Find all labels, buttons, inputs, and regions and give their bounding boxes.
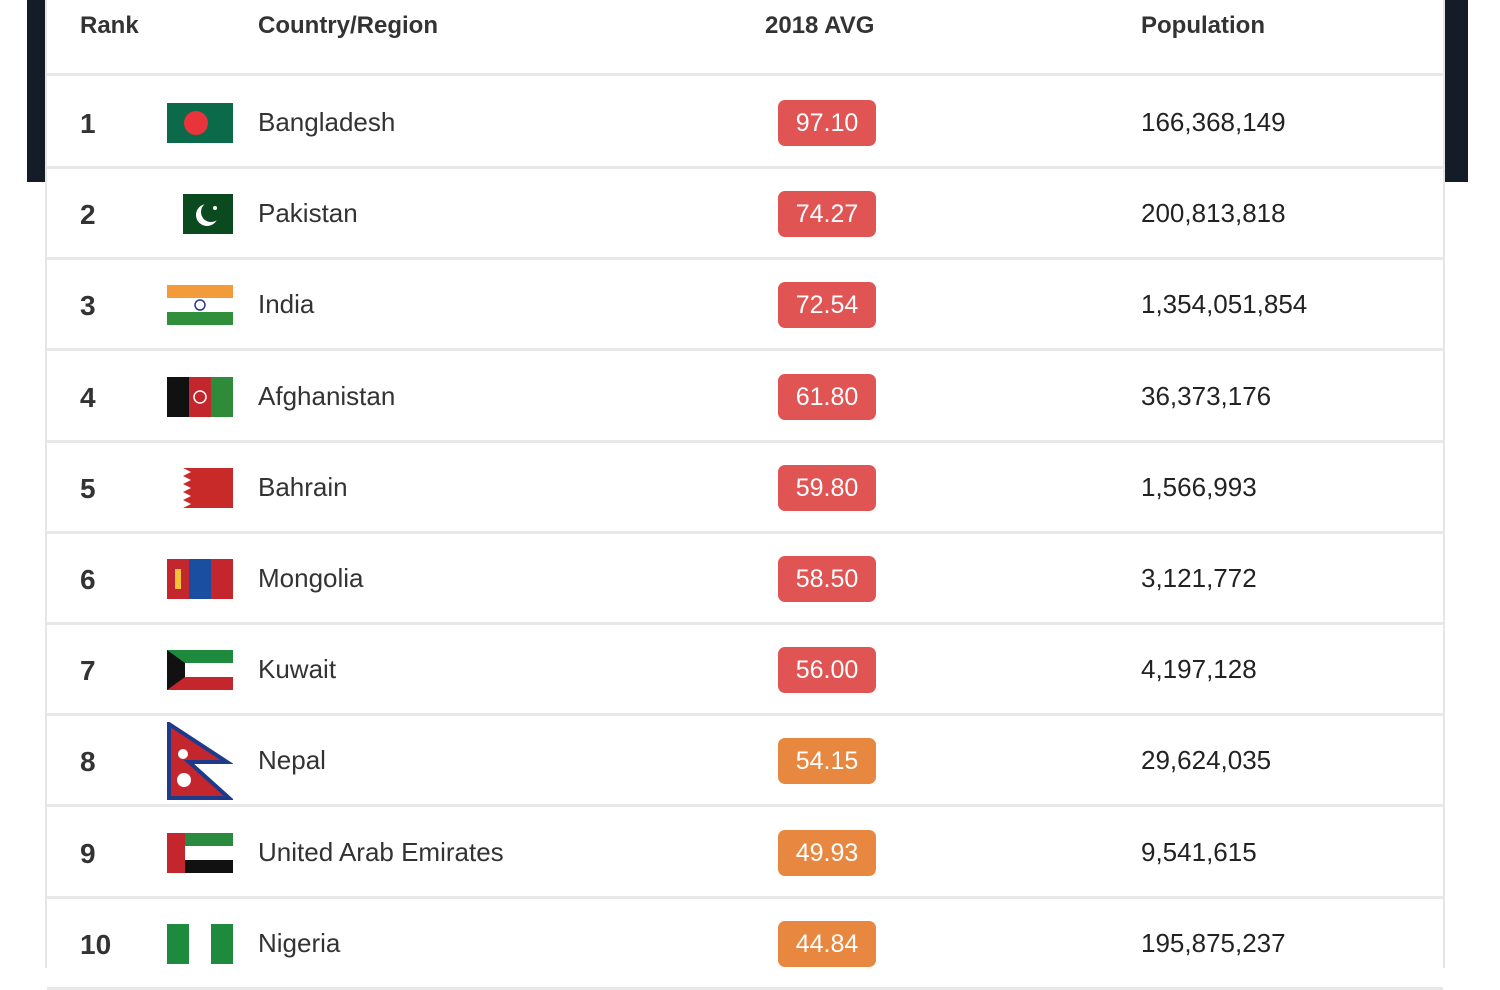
table-row[interactable]: 2 Pakistan 74.27 200,813,818 (47, 169, 1443, 261)
rank-cell: 5 (80, 472, 96, 504)
header-avg[interactable]: 2018 AVG (765, 12, 875, 39)
population-cell: 3,121,772 (1141, 563, 1257, 593)
country-name: Mongolia (258, 563, 364, 593)
table-row[interactable]: 7 Kuwait 56.00 4,197,128 (47, 625, 1443, 717)
rank-cell: 3 (80, 290, 96, 322)
country-name: Pakistan (258, 198, 358, 229)
rank-cell: 9 (80, 837, 96, 869)
rank-cell: 2 (80, 199, 96, 231)
country-name: India (258, 289, 315, 320)
avg-badge: 56.00 (778, 647, 876, 694)
avg-badge: 72.54 (778, 282, 876, 329)
avg-badge: 74.27 (778, 191, 876, 238)
population-cell: 9,541,615 (1141, 836, 1257, 867)
table-row[interactable]: 1 Bangladesh 97.10 166,368,149 (47, 78, 1443, 169)
rank-cell: 1 (80, 108, 96, 139)
country-name: Bangladesh (258, 107, 396, 137)
table-row[interactable]: 10 Nigeria 44.84 195,875,237 (47, 899, 1443, 990)
table-header: Rank Country/Region 2018 AVG Population (47, 0, 1443, 76)
country-name: Nigeria (258, 927, 341, 958)
bangladesh-flag-icon (167, 103, 233, 143)
header-rank[interactable]: Rank (80, 12, 139, 39)
rank-cell: 8 (80, 746, 96, 778)
population-cell: 166,368,149 (1141, 107, 1286, 137)
country-name: Nepal (258, 745, 326, 776)
header-country[interactable]: Country/Region (258, 12, 438, 39)
header-population[interactable]: Population (1141, 12, 1265, 39)
avg-badge: 49.93 (778, 829, 876, 876)
avg-badge: 44.84 (778, 920, 876, 967)
bahrain-flag-icon (167, 467, 233, 508)
avg-badge: 59.80 (778, 464, 876, 511)
kuwait-flag-icon (167, 650, 233, 691)
table-row[interactable]: 8 Nepal 54.15 29,624,035 (47, 716, 1443, 808)
ranking-table: Rank Country/Region 2018 AVG Population … (45, 0, 1445, 990)
population-cell: 1,566,993 (1141, 471, 1257, 502)
rank-cell: 4 (80, 381, 96, 413)
afghanistan-flag-icon (167, 376, 233, 417)
nepal-flag-icon (167, 720, 235, 801)
rank-cell: 7 (80, 655, 96, 687)
population-cell: 195,875,237 (1141, 927, 1286, 958)
table-row[interactable]: 9 United Arab Emirates 49.93 9,541,615 (47, 808, 1443, 899)
table-row[interactable]: 6 Mongolia 58.50 3,121,772 (47, 534, 1443, 625)
pakistan-flag-icon (167, 194, 233, 235)
population-cell: 36,373,176 (1141, 380, 1272, 411)
nigeria-flag-icon (167, 923, 233, 964)
table-row[interactable]: 3 India 72.54 1,354,051,854 (47, 260, 1443, 352)
country-name: Kuwait (258, 654, 337, 685)
population-cell: 4,197,128 (1141, 654, 1257, 685)
avg-badge: 97.10 (778, 100, 876, 146)
population-cell: 29,624,035 (1141, 745, 1272, 776)
india-flag-icon (167, 285, 233, 326)
table-row[interactable]: 4 Afghanistan 61.80 36,373,176 (47, 352, 1443, 443)
table-row[interactable]: 5 Bahrain 59.80 1,566,993 (47, 443, 1443, 534)
country-name: United Arab Emirates (258, 836, 504, 867)
rank-cell: 6 (80, 564, 96, 595)
avg-badge: 54.15 (778, 738, 876, 785)
avg-badge: 58.50 (778, 556, 876, 602)
rank-cell: 10 (80, 928, 112, 960)
country-name: Bahrain (258, 471, 348, 502)
population-cell: 1,354,051,854 (1141, 289, 1308, 320)
country-name: Afghanistan (258, 380, 396, 411)
uae-flag-icon (167, 832, 233, 873)
avg-badge: 61.80 (778, 373, 876, 420)
population-cell: 200,813,818 (1141, 198, 1286, 229)
mongolia-flag-icon (167, 559, 233, 599)
